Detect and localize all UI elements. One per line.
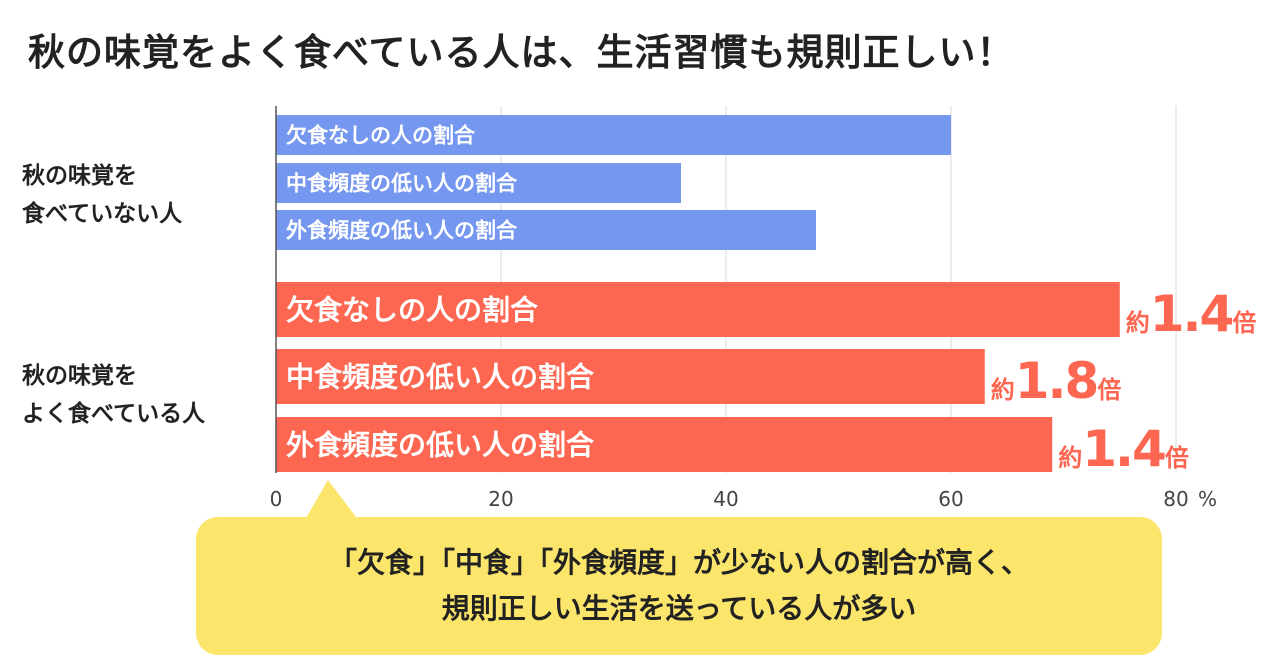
group-label-line: 食べていない人 xyxy=(22,201,183,227)
bar xyxy=(276,163,681,203)
bar xyxy=(276,115,951,155)
bar-label: 欠食なしの人の割合 xyxy=(286,294,539,327)
group-label-eating-often: 秋の味覚を よく食べている人 xyxy=(22,357,272,433)
callout-pointer xyxy=(302,480,362,525)
callout-line-2: 規則正しい生活を送っている人が多い xyxy=(441,592,917,625)
chart-title: 秋の味覚をよく食べている人は、生活習慣も規則正しい！ xyxy=(28,31,1015,74)
x-tick-label: 60 xyxy=(938,487,963,511)
bar xyxy=(276,282,1120,337)
bar-label: 中食頻度の低い人の割合 xyxy=(286,172,518,196)
annotation-multiplier: 1.4 xyxy=(1150,285,1233,343)
bar-chart: 0 20 40 60 80 %欠食なしの人の割合中食頻度の低い人の割合外食頻度の低い人の割… xyxy=(270,106,1257,511)
bar xyxy=(276,349,985,404)
x-tick-label: 40 xyxy=(713,487,738,511)
bar-label: 外食頻度の低い人の割合 xyxy=(286,429,595,462)
group-label-line: よく食べている人 xyxy=(22,401,206,427)
bar xyxy=(276,417,1053,472)
x-axis-unit: % xyxy=(1198,487,1217,511)
annotation-suffix: 倍 xyxy=(1097,376,1121,404)
bar xyxy=(276,210,816,250)
annotation-multiplier: 1.8 xyxy=(1015,352,1098,410)
group-label-line: 秋の味覚を xyxy=(22,363,137,389)
annotation-suffix: 倍 xyxy=(1165,444,1189,472)
callout-line-1: 「欠食」「中食」「外食頻度」が少ない人の割合が高く、 xyxy=(328,546,1029,579)
bar-annotation: 約1.4倍 xyxy=(1126,285,1257,343)
bar-annotation: 約1.4倍 xyxy=(1058,420,1189,478)
bar-label: 外食頻度の低い人の割合 xyxy=(286,219,518,243)
annotation-prefix: 約 xyxy=(1126,309,1150,337)
annotation-suffix: 倍 xyxy=(1232,309,1256,337)
annotation-multiplier: 1.4 xyxy=(1082,420,1165,478)
annotation-prefix: 約 xyxy=(991,376,1015,404)
callout-text: 「欠食」「中食」「外食頻度」が少ない人の割合が高く、 規則正しい生活を送っている… xyxy=(196,540,1162,632)
group-label-line: 秋の味覚を xyxy=(22,163,137,189)
bar-label: 欠食なしの人の割合 xyxy=(286,124,476,148)
x-tick-label: 80 xyxy=(1163,487,1188,511)
x-tick-label: 0 xyxy=(270,487,283,511)
annotation-prefix: 約 xyxy=(1058,444,1082,472)
group-label-not-eating: 秋の味覚を 食べていない人 xyxy=(22,157,272,233)
bar-annotation: 約1.8倍 xyxy=(991,352,1122,410)
bar-label: 中食頻度の低い人の割合 xyxy=(286,361,595,394)
callout-box xyxy=(196,517,1162,655)
x-tick-label: 20 xyxy=(488,487,513,511)
